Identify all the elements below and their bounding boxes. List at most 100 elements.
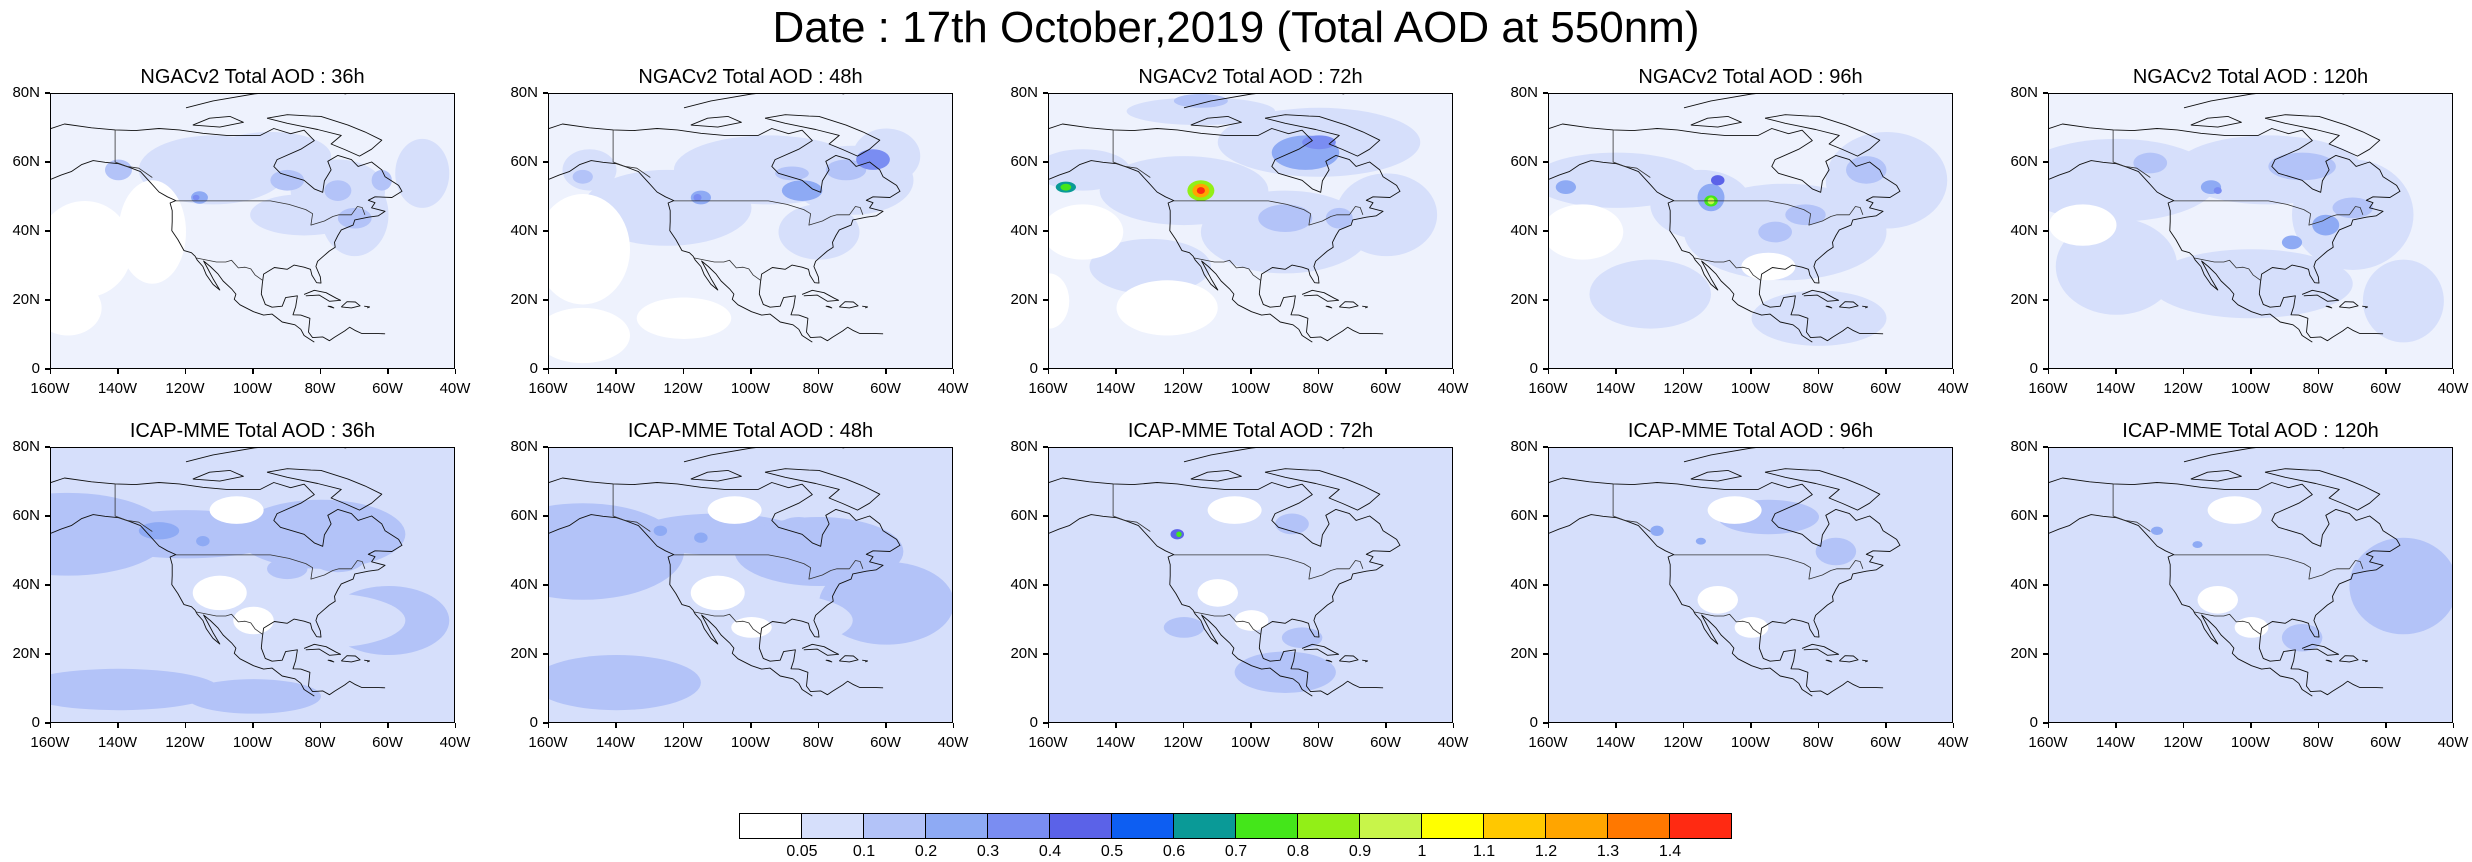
lon-tick-label: 80W (2302, 380, 2334, 397)
coastline (266, 114, 383, 157)
lat-tick (1543, 161, 1548, 163)
lat-tick (543, 515, 548, 517)
colorbar-label: 1.2 (1534, 843, 1558, 860)
colorbar-swatch (1359, 813, 1422, 839)
lon-tick-label: 120W (1663, 734, 1703, 751)
panel-title: ICAP-MME Total AOD : 96h (1627, 420, 1874, 442)
coastline (2049, 477, 2401, 696)
aod-field (2049, 627, 2218, 697)
coastline (1764, 114, 1881, 157)
aod-plume (2312, 214, 2340, 236)
lat-tick (1043, 722, 1048, 724)
lon-tick (1615, 723, 1617, 728)
lon-tick (454, 723, 456, 728)
clean-air-area (1707, 496, 1762, 524)
country-border (1612, 129, 1651, 178)
aod-plume (572, 169, 593, 184)
lon-tick-label: 120W (165, 734, 205, 751)
lon-tick (184, 723, 186, 728)
aod-map (1048, 93, 1453, 369)
coastline (1690, 469, 1742, 482)
lon-tick (1750, 723, 1752, 728)
coastline (1838, 655, 1859, 663)
lat-tick (2043, 92, 2048, 94)
coastline (1301, 289, 1340, 302)
lon-tick-label: 60W (870, 380, 901, 397)
aod-plume (2150, 526, 2164, 535)
aod-map (50, 447, 455, 723)
lon-tick-label: 100W (1730, 734, 1771, 751)
lon-tick (1182, 723, 1184, 728)
clean-air-area (51, 200, 132, 298)
lat-tick (2043, 446, 2048, 448)
colorbar-swatch (1545, 813, 1608, 839)
country-border (114, 129, 153, 178)
lon-tick-label: 160W (2028, 380, 2068, 397)
country-border (1112, 483, 1151, 532)
lon-tick (49, 369, 51, 374)
clean-air-area (690, 575, 745, 611)
clean-air-area (233, 606, 274, 635)
lat-tick (1543, 92, 1548, 94)
coastline (2301, 643, 2340, 656)
lat-tick (2043, 368, 2048, 370)
lon-tick-label: 40W (1937, 380, 1969, 397)
lat-tick-label: 60N (12, 153, 40, 170)
lat-tick-label: 0 (31, 360, 40, 377)
coastline (2183, 448, 2256, 463)
lon-tick (1452, 723, 1454, 728)
lon-tick (319, 723, 321, 728)
lon-tick-label: 140W (97, 380, 138, 397)
lat-tick-label: 0 (2029, 360, 2038, 377)
coastline (2264, 114, 2381, 157)
lon-tick-label: 120W (1663, 380, 1703, 397)
lat-tick (1043, 515, 1048, 517)
aod-plume (105, 159, 132, 181)
country-border (1693, 257, 1762, 281)
coastline (364, 305, 371, 309)
clean-air-area (1049, 204, 1124, 260)
lat-tick-label: 20N (1010, 291, 1038, 308)
lon-tick-label: 160W (1028, 734, 1068, 751)
lat-tick-label: 80N (510, 84, 538, 101)
lon-tick-label: 40W (2437, 734, 2469, 751)
country-border (1112, 129, 1151, 178)
lat-tick (45, 92, 50, 94)
country-border (2112, 483, 2151, 532)
lat-tick (1543, 584, 1548, 586)
coastline (1362, 659, 1369, 663)
lon-tick-label: 120W (663, 734, 703, 751)
lon-tick (1547, 369, 1549, 374)
colorbar-swatch (1669, 813, 1732, 839)
lon-tick (387, 369, 389, 374)
aod-plume (196, 535, 210, 547)
coastline (2338, 655, 2359, 663)
lat-tick-label: 40N (510, 576, 538, 593)
coastline (825, 659, 833, 663)
lon-tick-label: 140W (1595, 380, 1636, 397)
lon-tick-label: 160W (1528, 734, 1568, 751)
lat-tick (2043, 584, 2048, 586)
country-border (1173, 200, 1364, 226)
country-border (1673, 554, 1864, 580)
lon-tick (1682, 369, 1684, 374)
coastline (1338, 301, 1359, 309)
lat-tick-label: 80N (510, 438, 538, 455)
country-border (2173, 200, 2364, 226)
colorbar-swatch (863, 813, 926, 839)
lat-tick-label: 80N (12, 438, 40, 455)
coastline (1183, 448, 1256, 463)
lat-tick (2043, 230, 2048, 232)
lat-tick-label: 60N (1010, 507, 1038, 524)
lat-tick-label: 20N (2010, 291, 2038, 308)
map-panel: ICAP-MME Total AOD : 36h 80N 60N 40N 20N 0 160… (12, 419, 470, 751)
lat-tick-label: 60N (2010, 507, 2038, 524)
lon-tick (817, 723, 819, 728)
coastline (327, 659, 335, 663)
lon-tick-label: 60W (2370, 734, 2401, 751)
panel-title: NGACv2 Total AOD : 48h (638, 66, 863, 88)
lon-tick-label: 100W (2230, 380, 2271, 397)
lon-tick-label: 40W (1937, 734, 1969, 751)
lat-tick-label: 80N (2010, 84, 2038, 101)
coastline (327, 305, 335, 309)
